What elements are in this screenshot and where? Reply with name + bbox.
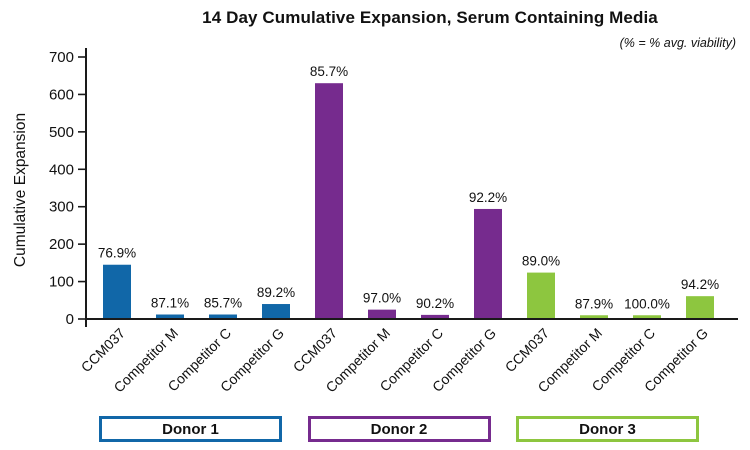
- y-tick-label: 200: [49, 236, 74, 253]
- y-tick-label: 500: [49, 124, 74, 141]
- chart-subtitle: (% = % avg. viability): [619, 36, 736, 50]
- bar: [474, 208, 502, 319]
- x-tick-label: CCM037: [502, 325, 553, 376]
- bar-value-label: 92.2%: [469, 190, 507, 205]
- bar-value-label: 100.0%: [624, 296, 670, 311]
- bar-value-label: 89.0%: [522, 254, 560, 269]
- bar: [368, 309, 396, 319]
- y-tick-label: 600: [49, 86, 74, 103]
- y-axis-label: Cumulative Expansion: [12, 113, 29, 267]
- bar-value-label: 89.2%: [257, 285, 295, 300]
- bar-value-label: 94.2%: [681, 277, 719, 292]
- y-tick-label: 0: [66, 311, 74, 328]
- y-tick-label: 700: [49, 49, 74, 66]
- bar-value-label: 97.0%: [363, 291, 401, 306]
- bar: [315, 83, 343, 319]
- bar-value-label: 76.9%: [98, 246, 136, 261]
- bar: [156, 314, 184, 319]
- bar: [262, 304, 290, 319]
- bar-value-label: 90.2%: [416, 296, 454, 311]
- y-tick-label: 400: [49, 161, 74, 178]
- chart-title: 14 Day Cumulative Expansion, Serum Conta…: [202, 8, 658, 27]
- bar-value-label: 85.7%: [204, 296, 242, 311]
- bar-value-label: 87.9%: [575, 296, 613, 311]
- bar-value-label: 87.1%: [151, 296, 189, 311]
- y-tick-label: 100: [49, 274, 74, 291]
- bar: [686, 296, 714, 319]
- bar: [103, 264, 131, 319]
- bar: [421, 314, 449, 319]
- y-tick-label: 300: [49, 199, 74, 216]
- bar: [527, 272, 555, 319]
- bar: [633, 315, 661, 319]
- bar: [580, 315, 608, 319]
- x-tick-label: CCM037: [290, 325, 341, 376]
- x-tick-label: CCM037: [78, 325, 129, 376]
- bar: [209, 314, 237, 319]
- bar-value-label: 85.7%: [310, 64, 348, 79]
